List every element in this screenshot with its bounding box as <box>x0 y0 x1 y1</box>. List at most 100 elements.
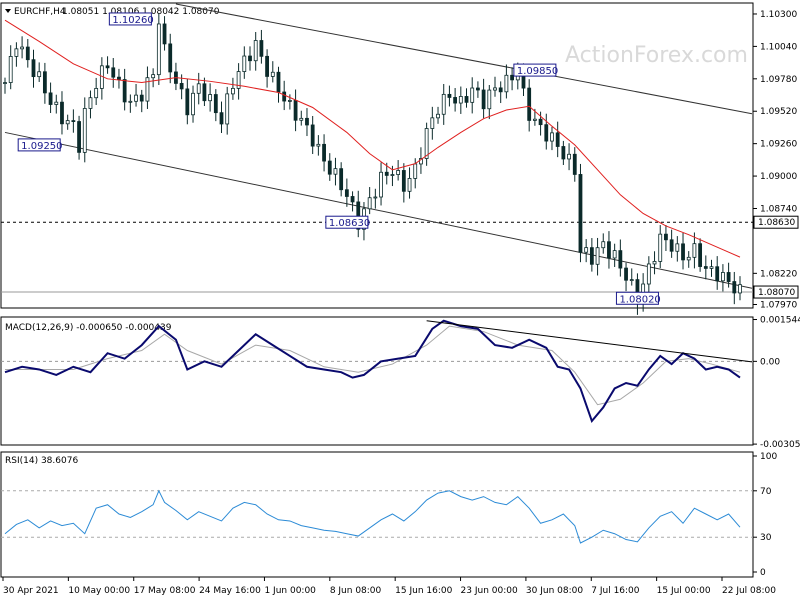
candle-body <box>344 189 349 197</box>
candle-body <box>225 93 230 125</box>
price-label-box <box>325 215 369 229</box>
time-tick-label: 22 Jul 08:00 <box>722 586 776 596</box>
candle-body <box>248 55 252 62</box>
price-pane: 1.10300 1.10040 1.09780 1.09520 1.09260 1.090… <box>1 3 799 315</box>
candle-body <box>305 117 309 126</box>
candle-body <box>117 76 121 80</box>
candle-body <box>282 91 287 102</box>
macd-pane-border <box>0 316 754 446</box>
candle-body <box>293 100 298 121</box>
candle-body <box>430 117 435 129</box>
candle-body <box>675 243 680 252</box>
ohlc-readout: 1.08051 1.08106 1.08042 1.08070 <box>62 7 220 17</box>
candle-body <box>139 94 144 102</box>
candle-body <box>213 94 218 114</box>
candle-body <box>145 77 150 102</box>
price-tick-label: 1.09780 <box>760 75 797 85</box>
rsi-title: RSI(14) 38.6076 <box>5 456 78 466</box>
candle-body <box>236 71 241 89</box>
time-tick-label: 17 May 08:00 <box>134 586 196 596</box>
candle-body <box>37 71 42 78</box>
candle-body <box>367 197 372 210</box>
watermark: ActionForex.com <box>565 43 748 68</box>
price-label-box <box>17 138 61 152</box>
candle-body <box>316 143 321 147</box>
candle-body <box>578 174 583 253</box>
rsi-pane: RSI(14) 38.6076 100 70 30 0 <box>1 452 777 578</box>
candle-body <box>88 97 93 109</box>
candle-body <box>453 97 458 104</box>
price-tick-label: 1.08740 <box>760 204 797 214</box>
candle-body <box>54 101 59 105</box>
price-label-box <box>513 63 557 77</box>
time-tick-label: 15 Jul 00:00 <box>657 586 711 596</box>
rsi-line <box>4 489 741 544</box>
candle-body <box>555 132 560 147</box>
candle-body <box>60 101 64 125</box>
support-level-label: 1.08630 <box>758 218 795 228</box>
price-tick-label: 1.09000 <box>760 172 797 182</box>
candle-body <box>726 272 731 282</box>
candle-body <box>379 171 383 198</box>
candle-body <box>527 87 532 121</box>
candle-body <box>646 263 651 285</box>
candle-body <box>738 284 742 294</box>
candle-body <box>715 266 720 282</box>
channel-line <box>175 3 753 115</box>
candle-body <box>8 56 13 83</box>
candle-body <box>82 108 87 153</box>
candle-body <box>532 118 537 121</box>
last-price-label: 1.08070 <box>758 288 795 298</box>
candle-body <box>122 79 127 103</box>
candle-body <box>607 241 611 259</box>
candle-body <box>721 272 725 282</box>
candle-body <box>589 247 594 265</box>
candle-body <box>510 74 514 81</box>
symbol-dropdown-icon[interactable] <box>5 9 11 13</box>
price-tick-label: 1.07970 <box>760 301 797 311</box>
candle-body <box>48 92 53 105</box>
price-tick-label: 1.10300 <box>760 10 797 20</box>
candle-body <box>709 266 714 269</box>
candle-body <box>703 266 708 269</box>
candle-body <box>231 87 235 95</box>
price-tick-label: 1.09520 <box>760 107 797 117</box>
candle-body <box>595 247 600 265</box>
candle-body <box>498 87 503 93</box>
rsi-tick-label: 70 <box>760 487 772 497</box>
candle-body <box>350 196 355 203</box>
candle-body <box>333 168 338 175</box>
candle-body <box>476 87 480 91</box>
rsi-tick-label: 30 <box>760 533 772 543</box>
candle-body <box>191 92 195 116</box>
candle-body <box>20 46 24 50</box>
macd-tick-label: 0.001544 <box>760 316 800 326</box>
candle-body <box>65 120 70 125</box>
candle-body <box>584 247 589 253</box>
time-tick-label: 10 May 00:00 <box>68 586 130 596</box>
candle-body <box>77 121 81 153</box>
candle-body <box>470 87 475 103</box>
channel-line <box>4 131 753 289</box>
candle-body <box>487 89 492 110</box>
candle-body <box>413 163 418 179</box>
candle-body <box>105 65 110 69</box>
candle-body <box>179 83 184 90</box>
candle-body <box>436 113 440 119</box>
macd-signal-line <box>5 325 741 406</box>
price-label-box <box>615 291 659 305</box>
candle-body <box>390 174 395 176</box>
time-tick-label: 15 Jun 16:00 <box>395 586 452 596</box>
candle-body <box>424 128 429 159</box>
candle-body <box>202 83 207 102</box>
rsi-tick-label: 0 <box>760 568 766 578</box>
candle-body <box>276 71 281 93</box>
time-tick-label: 7 Jul 16:00 <box>591 586 640 596</box>
candle-body <box>664 233 668 241</box>
candle-body <box>242 55 247 72</box>
candle-body <box>544 124 549 142</box>
candle-body <box>14 48 19 57</box>
candle-body <box>71 120 76 122</box>
